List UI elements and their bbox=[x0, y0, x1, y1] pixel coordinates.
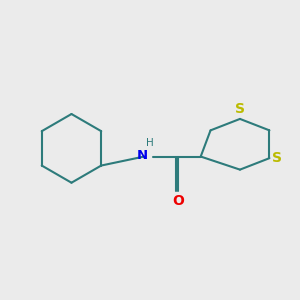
Text: H: H bbox=[146, 138, 154, 148]
Text: O: O bbox=[172, 194, 184, 208]
Text: N: N bbox=[137, 149, 148, 162]
Text: S: S bbox=[235, 102, 245, 116]
Text: S: S bbox=[272, 151, 282, 165]
